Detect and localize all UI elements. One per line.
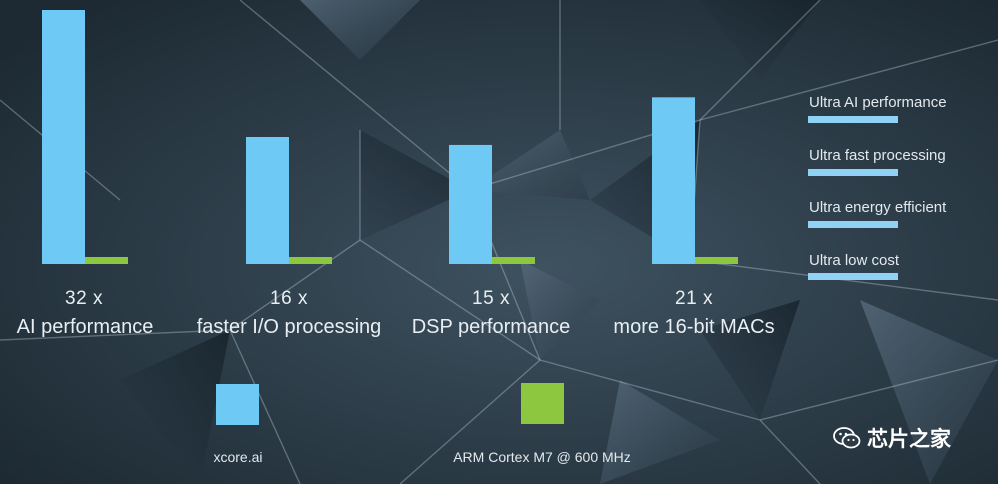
bar-xcore-1 [246,137,289,264]
bar-arm-3 [695,257,738,264]
category-label: faster I/O processing [196,316,382,338]
feature-bullet-line [808,221,898,228]
feature-bullet-label: Ultra AI performance [809,94,947,111]
feature-bullet-line [808,273,898,280]
feature-bullet-line [808,169,898,176]
multiplier-label: 15 x [472,288,510,309]
legend-label-xcore: xcore.ai [213,449,263,465]
wechat-icon [833,427,861,449]
feature-bullet-line [808,116,898,123]
category-label: AI performance [16,316,154,338]
feature-bullet-label: Ultra energy efficient [809,199,947,216]
bar-arm-2 [492,257,535,264]
multiplier-label: 32 x [65,288,103,309]
legend-swatch-arm [521,383,564,424]
feature-bullet-label: Ultra fast processing [809,147,946,164]
feature-bullet-label: Ultra low cost [809,252,900,269]
legend-swatch-xcore [216,384,259,425]
category-label: DSP performance [411,316,571,338]
category-label: more 16-bit MACs [613,316,775,338]
bar-arm-0 [85,257,128,264]
multiplier-label: 21 x [675,288,713,309]
bar-xcore-2 [449,144,492,264]
bar-xcore-3 [652,97,695,264]
bar-xcore-0 [42,10,85,264]
legend-label-arm: ARM Cortex M7 @ 600 MHz [453,449,631,465]
watermark-text: 芯片之家 [867,428,951,451]
bar-arm-1 [289,257,332,264]
multiplier-label: 16 x [270,288,308,309]
watermark: 芯片之家 [833,423,951,453]
